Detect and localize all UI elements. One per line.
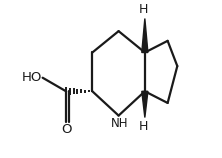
Text: O: O	[61, 123, 71, 136]
Text: H: H	[139, 3, 148, 16]
Polygon shape	[142, 91, 148, 118]
Polygon shape	[142, 18, 148, 52]
Text: NH: NH	[111, 117, 128, 130]
Text: H: H	[139, 120, 148, 133]
Text: HO: HO	[22, 71, 42, 84]
